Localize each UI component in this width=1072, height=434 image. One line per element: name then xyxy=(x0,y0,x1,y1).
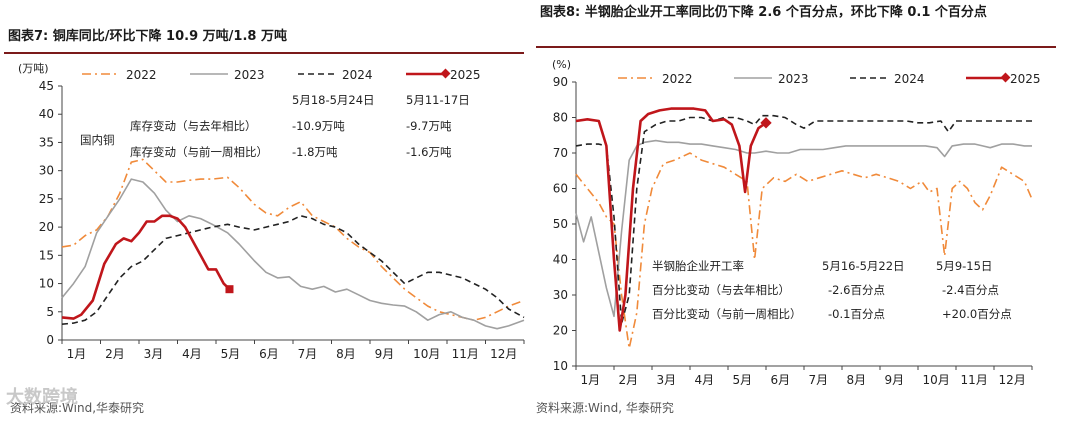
right-x-tick-label: 2月 xyxy=(619,373,639,387)
left-legend-label-2024: 2024 xyxy=(342,68,373,82)
tire-operating-rate-chart: 10 20 30 40 50 60 70 80 90 (%) 1月 2月 3月 4月 5月 6月 7月 8月 9月 1… xyxy=(552,58,1041,387)
right-y-tick-label: 70 xyxy=(553,146,568,160)
right-annotation-col-header: 5月9-15日 xyxy=(936,259,992,273)
right-legend-label-2023: 2023 xyxy=(778,72,809,86)
left-x-tick-label: 12月 xyxy=(490,347,517,361)
right-chart-panel: 图表8: 半钢胎企业开工率同比仍下降 2.6 个百分点，环比下降 0.1 个百分… xyxy=(532,0,1072,420)
right-y-tick-label: 10 xyxy=(553,359,568,373)
left-series-end-marker-2025 xyxy=(225,285,234,294)
left-y-tick-label: 10 xyxy=(39,277,54,291)
left-y-tick-label: 20 xyxy=(39,220,54,234)
right-title-rule xyxy=(536,46,1056,48)
left-x-tick-label: 10月 xyxy=(413,347,440,361)
right-legend-label-2022: 2022 xyxy=(662,72,693,86)
right-y-tick-label: 50 xyxy=(553,217,568,231)
left-annotation-row-label: 库存变动（与前一周相比） xyxy=(130,145,268,159)
right-series-line-2023 xyxy=(575,139,1032,318)
right-y-tick-label: 20 xyxy=(553,324,568,338)
left-x-tick-label: 2月 xyxy=(105,347,125,361)
left-x-tick-label: 7月 xyxy=(298,347,318,361)
left-x-tick-label: 1月 xyxy=(67,347,87,361)
right-annotation-col-header: 5月16-5月22日 xyxy=(822,259,905,273)
right-y-axis-label: (%) xyxy=(552,58,571,71)
right-annotation-row-label: 百分比变动（与前一周相比） xyxy=(652,307,802,321)
left-y-tick-label: 5 xyxy=(46,305,54,319)
left-y-tick-label: 15 xyxy=(39,248,54,262)
left-annotation-value: -1.8万吨 xyxy=(292,145,338,159)
right-legend-label-2025: 2025 xyxy=(1010,72,1041,86)
right-legend-label-2024: 2024 xyxy=(894,72,925,86)
left-annotation-value: -9.7万吨 xyxy=(406,119,452,133)
right-annotation-value: -0.1百分点 xyxy=(828,307,885,321)
right-annotation-title: 半钢胎企业开工率 xyxy=(652,259,744,273)
right-x-tick-label: 3月 xyxy=(657,373,677,387)
left-y-axis-label: (万吨) xyxy=(18,62,49,75)
left-annotation-row-label: 库存变动（与去年相比） xyxy=(130,119,257,133)
right-annotation-value: -2.6百分点 xyxy=(828,283,885,297)
left-source: 资料来源:Wind,华泰研究 xyxy=(10,401,145,415)
left-x-tick-label: 6月 xyxy=(259,347,279,361)
left-y-tick-label: 35 xyxy=(39,135,54,149)
right-x-tick-label: 8月 xyxy=(847,373,867,387)
left-series-line-2024 xyxy=(61,215,525,325)
right-source: 资料来源:Wind, 华泰研究 xyxy=(536,401,674,415)
left-series-line-2025 xyxy=(61,214,231,320)
right-annotation-value: +20.0百分点 xyxy=(942,307,1012,321)
right-y-tick-label: 60 xyxy=(553,182,568,196)
right-y-tick-label: 90 xyxy=(553,75,568,89)
right-x-tick-label: 10月 xyxy=(923,373,950,387)
right-annotation-value: -2.4百分点 xyxy=(942,283,999,297)
left-legend-label-2025: 2025 xyxy=(450,68,481,82)
right-y-tick-label: 40 xyxy=(553,253,568,267)
right-y-tick-label: 80 xyxy=(553,111,568,125)
left-x-tick-label: 8月 xyxy=(336,347,356,361)
left-y-tick-label: 0 xyxy=(46,333,54,347)
left-annotation-value: -1.6万吨 xyxy=(406,145,452,159)
left-legend-label-2023: 2023 xyxy=(234,68,265,82)
left-title-rule xyxy=(4,52,524,54)
left-annotation-col-header: 5月11-17日 xyxy=(406,93,470,107)
right-y-tick-label: 30 xyxy=(553,288,568,302)
right-x-tick-label: 5月 xyxy=(733,373,753,387)
left-series-line-2023 xyxy=(61,178,525,330)
right-annotation-row-label: 百分比变动（与去年相比） xyxy=(652,283,790,297)
left-x-tick-label: 4月 xyxy=(182,347,202,361)
left-figure-title: 图表7: 铜库同比/环比下降 10.9 万吨/1.8 万吨 xyxy=(8,29,287,44)
left-annotation-note: 国内铜 xyxy=(80,133,115,147)
left-y-tick-label: 45 xyxy=(39,79,54,93)
left-chart-panel: 图表7: 铜库同比/环比下降 10.9 万吨/1.8 万吨 0 5 10 15 20 25… xyxy=(0,0,530,420)
left-x-tick-label: 9月 xyxy=(375,347,395,361)
right-legend-marker-2025 xyxy=(1000,72,1011,83)
left-y-tick-label: 40 xyxy=(39,107,54,121)
right-x-tick-label: 7月 xyxy=(809,373,829,387)
left-legend-marker-2025 xyxy=(440,68,451,79)
left-legend-label-2022: 2022 xyxy=(126,68,157,82)
left-x-tick-label: 3月 xyxy=(144,347,164,361)
right-x-tick-label: 11月 xyxy=(961,373,988,387)
left-y-tick-label: 30 xyxy=(39,164,54,178)
right-series-line-2024 xyxy=(575,114,1032,325)
right-x-tick-label: 4月 xyxy=(695,373,715,387)
left-annotation-col-header: 5月18-5月24日 xyxy=(292,93,375,107)
watermark-logo: 大数跨境 xyxy=(6,387,78,408)
right-x-tick-label: 6月 xyxy=(771,373,791,387)
left-x-tick-label: 5月 xyxy=(221,347,241,361)
left-x-tick-label: 11月 xyxy=(452,347,479,361)
right-x-tick-label: 1月 xyxy=(581,373,601,387)
right-x-tick-label: 9月 xyxy=(885,373,905,387)
right-x-tick-label: 12月 xyxy=(999,373,1026,387)
right-figure-title: 图表8: 半钢胎企业开工率同比仍下降 2.6 个百分点，环比下降 0.1 个百分… xyxy=(540,5,987,20)
left-annotation-value: -10.9万吨 xyxy=(292,119,345,133)
left-y-tick-label: 25 xyxy=(39,192,54,206)
right-series-line-2025 xyxy=(575,107,767,332)
